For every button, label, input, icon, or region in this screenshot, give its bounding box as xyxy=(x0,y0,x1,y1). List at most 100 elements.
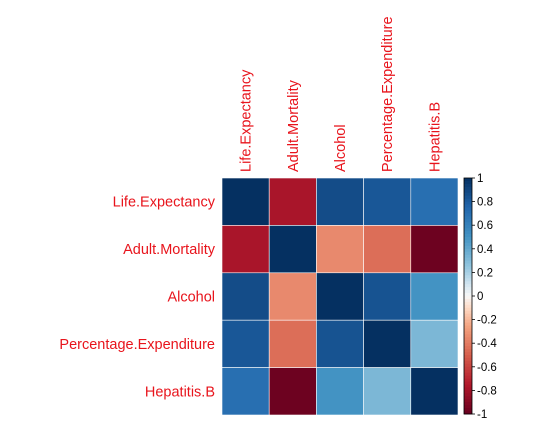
color-legend-segment xyxy=(464,213,472,217)
color-legend-segment xyxy=(464,189,472,194)
color-legend-segment xyxy=(464,307,472,312)
color-legend-segment xyxy=(464,384,472,388)
heatmap-cell-2-1 xyxy=(268,272,317,321)
color-legend-segment xyxy=(464,328,472,332)
color-legend-tick-label: -0.8 xyxy=(477,385,497,397)
row-labels: Life.Expectancy Adult.Mortality Alcohol Per… xyxy=(59,195,215,401)
color-legend-segment xyxy=(464,363,472,368)
color-legend-segment xyxy=(464,334,472,338)
color-legend-segment xyxy=(464,387,472,391)
color-legend-segment xyxy=(464,281,472,285)
heatmap-cell-0-0 xyxy=(221,177,270,226)
color-legend-segment xyxy=(464,183,472,188)
color-legend-segment xyxy=(464,343,472,347)
color-legend-segment xyxy=(464,396,472,400)
color-legend-segment xyxy=(464,393,472,397)
color-legend-segment xyxy=(464,352,472,356)
heatmap-cell-4-0 xyxy=(221,367,270,416)
color-legend-segment xyxy=(464,346,472,350)
row-label-1: Adult.Mortality xyxy=(123,242,216,258)
column-label-1: Adult.Mortality xyxy=(286,79,302,172)
color-legend xyxy=(463,177,473,415)
heatmap-cell-1-3 xyxy=(363,225,412,274)
color-legend-segment xyxy=(464,402,472,406)
color-legend-segment xyxy=(464,316,472,320)
color-legend-tick-label: 0 xyxy=(477,291,483,303)
heatmap-cell-1-2 xyxy=(316,225,364,274)
color-legend-segment xyxy=(464,357,472,362)
heatmap-cell-2-0 xyxy=(221,272,270,321)
color-legend-segment xyxy=(464,192,472,197)
column-label-2: Alcohol xyxy=(333,124,349,172)
color-legend-segment xyxy=(464,405,472,409)
color-legend-segment xyxy=(464,216,472,220)
heatmap-cell-4-3 xyxy=(363,367,412,416)
color-legend-segment xyxy=(464,322,472,326)
color-legend-tick-label: -0.6 xyxy=(477,362,497,374)
heatmap-cell-1-1 xyxy=(268,225,317,274)
color-legend-tick-label: 0.6 xyxy=(477,220,493,232)
color-legend-segment xyxy=(464,254,472,259)
color-legend-segment xyxy=(464,372,472,377)
heatmap-cell-4-1 xyxy=(268,367,317,416)
column-labels: Life.Expectancy Adult.Mortality Alcohol Per… xyxy=(239,16,444,172)
color-legend-segment xyxy=(464,204,472,208)
color-legend-segment xyxy=(464,222,472,226)
color-legend-segment xyxy=(464,381,472,385)
color-legend-segment xyxy=(464,257,472,261)
heatmap-cell-0-3 xyxy=(363,177,412,226)
color-legend-segment xyxy=(464,304,472,309)
color-legend-segment xyxy=(464,231,472,235)
heatmap-cell-0-2 xyxy=(316,177,364,226)
color-legend-segment xyxy=(464,266,472,270)
color-legend-segment xyxy=(464,198,472,202)
color-legend-segment xyxy=(464,178,472,182)
column-label-0: Life.Expectancy xyxy=(239,69,255,172)
color-legend-segment xyxy=(464,207,472,211)
color-legend-segment xyxy=(464,245,472,250)
heatmap-cell-1-4 xyxy=(410,225,459,274)
color-legend-segment xyxy=(464,186,472,191)
color-legend-segment xyxy=(464,411,472,415)
color-legend-segment xyxy=(464,355,472,359)
column-label-3: Percentage.Expenditure xyxy=(380,16,396,172)
heatmap-cell-0-1 xyxy=(268,177,317,226)
color-legend-segment xyxy=(464,375,472,379)
heatmap-cell-3-1 xyxy=(268,319,317,368)
color-legend-segment xyxy=(464,195,472,200)
color-legend-segment xyxy=(464,275,472,279)
color-legend-segment xyxy=(464,201,472,205)
color-legend-segment xyxy=(464,239,472,244)
heatmap-cell-3-4 xyxy=(410,319,459,368)
color-legend-segment xyxy=(464,284,472,288)
color-legend-segment xyxy=(464,378,472,382)
color-legend-segment xyxy=(464,408,472,412)
color-legend-tick-label: -0.4 xyxy=(477,338,497,350)
heatmap-cell-1-0 xyxy=(221,225,270,274)
heatmap-cell-2-4 xyxy=(410,272,459,321)
row-label-3: Percentage.Expenditure xyxy=(59,337,215,353)
color-legend-tick-label: -0.2 xyxy=(477,315,497,327)
color-legend-segment xyxy=(464,260,472,264)
color-legend-segment xyxy=(464,210,472,214)
color-legend-segment xyxy=(464,269,472,273)
color-legend-segment xyxy=(464,228,472,232)
color-legend-segment xyxy=(464,293,472,297)
color-legend-segment xyxy=(464,272,472,276)
color-legend-tick-label: -1 xyxy=(477,409,487,421)
color-legend-tick-label: 0.4 xyxy=(477,244,494,256)
heatmap-cell-3-0 xyxy=(221,319,270,368)
color-legend-segment xyxy=(464,237,472,241)
color-legend-segment xyxy=(464,278,472,282)
color-legend-segment xyxy=(464,313,472,318)
row-label-0: Life.Expectancy xyxy=(113,195,216,211)
color-legend-segment xyxy=(464,360,472,365)
color-legend-segment xyxy=(464,310,472,315)
color-legend-segment xyxy=(464,390,472,394)
color-legend-segment xyxy=(464,290,472,294)
color-legend-segment xyxy=(464,296,472,300)
column-label-4: Hepatitis.B xyxy=(427,102,443,172)
color-legend-segment xyxy=(464,219,472,223)
color-legend-segment xyxy=(464,234,472,238)
